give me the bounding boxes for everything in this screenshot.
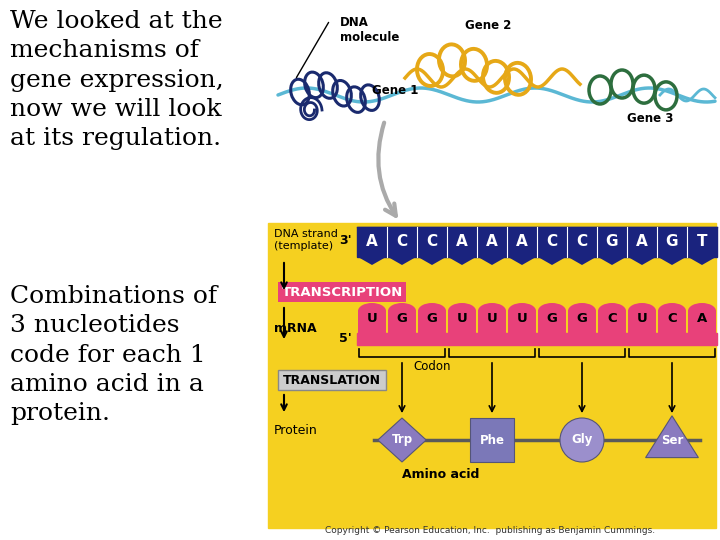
FancyBboxPatch shape [278, 370, 386, 390]
Text: 3': 3' [339, 233, 352, 246]
Bar [357, 333, 717, 345]
Text: A: A [697, 313, 707, 326]
Ellipse shape [598, 303, 626, 319]
Polygon shape [358, 257, 386, 265]
Ellipse shape [658, 303, 686, 319]
Bar [658, 311, 686, 333]
Text: G: G [666, 233, 678, 248]
Text: We looked at the
mechanisms of
gene expression,
now we will look
at its regulati: We looked at the mechanisms of gene expr… [10, 10, 224, 150]
Text: G: G [397, 313, 408, 326]
Text: Trp: Trp [392, 434, 413, 447]
Text: Protein: Protein [274, 423, 318, 436]
Text: U: U [366, 313, 377, 326]
Bar [448, 311, 476, 333]
Bar [478, 311, 506, 333]
Text: Gene 1: Gene 1 [372, 84, 418, 97]
Text: U: U [636, 313, 647, 326]
Polygon shape [388, 257, 416, 265]
Bar [268, 223, 716, 528]
Text: C: C [546, 233, 557, 248]
Text: 5': 5' [339, 333, 352, 346]
Text: A: A [486, 233, 498, 248]
Text: TRANSLATION: TRANSLATION [283, 374, 381, 387]
Ellipse shape [508, 303, 536, 319]
Bar [470, 418, 514, 462]
Text: C: C [426, 233, 438, 248]
Polygon shape [448, 257, 476, 265]
Polygon shape [378, 418, 426, 462]
Bar [358, 311, 386, 333]
Polygon shape [646, 416, 698, 457]
FancyBboxPatch shape [278, 282, 406, 302]
Text: G: G [606, 233, 618, 248]
Text: G: G [577, 313, 588, 326]
Text: T: T [697, 233, 707, 248]
Text: Gene 2: Gene 2 [465, 19, 511, 32]
Text: C: C [397, 233, 408, 248]
Ellipse shape [478, 303, 506, 319]
Polygon shape [658, 257, 686, 265]
Text: DNA
molecule: DNA molecule [340, 16, 400, 44]
Text: Gly: Gly [571, 434, 593, 447]
Text: A: A [456, 233, 468, 248]
Text: U: U [487, 313, 498, 326]
Ellipse shape [358, 303, 386, 319]
Text: TRANSCRIPTION: TRANSCRIPTION [282, 286, 402, 299]
Polygon shape [688, 257, 716, 265]
Polygon shape [628, 257, 656, 265]
Polygon shape [418, 257, 446, 265]
Bar [688, 311, 716, 333]
Text: C: C [607, 313, 617, 326]
Text: Gene 3: Gene 3 [627, 112, 673, 125]
Ellipse shape [448, 303, 476, 319]
Bar [508, 311, 536, 333]
Bar [568, 311, 596, 333]
Text: C: C [577, 233, 588, 248]
Text: Copyright © Pearson Education, Inc.  publishing as Benjamin Cummings.: Copyright © Pearson Education, Inc. publ… [325, 526, 655, 535]
Ellipse shape [568, 303, 596, 319]
Ellipse shape [418, 303, 446, 319]
Polygon shape [538, 257, 566, 265]
Bar [357, 227, 717, 257]
Polygon shape [568, 257, 596, 265]
Text: U: U [517, 313, 527, 326]
Bar [628, 311, 656, 333]
Text: Amino acid: Amino acid [402, 468, 480, 481]
Bar [418, 311, 446, 333]
Text: U: U [456, 313, 467, 326]
Bar [598, 311, 626, 333]
Text: G: G [546, 313, 557, 326]
Text: mRNA: mRNA [274, 322, 317, 335]
Text: DNA strand
(template): DNA strand (template) [274, 229, 338, 251]
Polygon shape [478, 257, 506, 265]
Text: Combinations of
3 nucleotides
code for each 1
amino acid in a
protein.: Combinations of 3 nucleotides code for e… [10, 285, 217, 425]
Text: A: A [516, 233, 528, 248]
Ellipse shape [388, 303, 416, 319]
Ellipse shape [628, 303, 656, 319]
Ellipse shape [688, 303, 716, 319]
Text: A: A [366, 233, 378, 248]
Bar [538, 311, 566, 333]
Text: G: G [426, 313, 438, 326]
Polygon shape [598, 257, 626, 265]
Ellipse shape [538, 303, 566, 319]
Bar [388, 311, 416, 333]
Text: Codon: Codon [413, 360, 451, 373]
Circle shape [560, 418, 604, 462]
Text: Phe: Phe [480, 434, 505, 447]
Polygon shape [508, 257, 536, 265]
Text: A: A [636, 233, 648, 248]
Text: C: C [667, 313, 677, 326]
Text: Ser: Ser [661, 434, 683, 447]
